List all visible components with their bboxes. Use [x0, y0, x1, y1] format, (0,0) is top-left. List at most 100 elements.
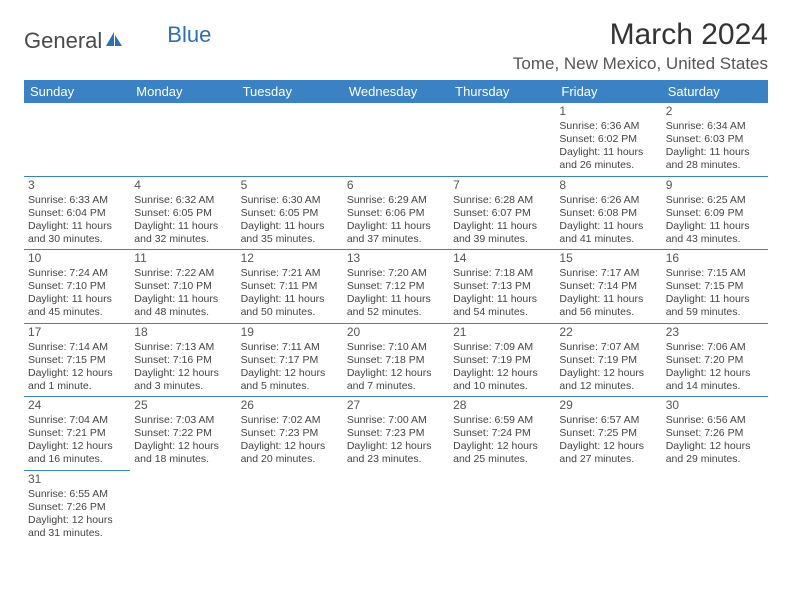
sunset: Sunset: 6:09 PM — [666, 207, 764, 220]
day-cell: 17Sunrise: 7:14 AMSunset: 7:15 PMDayligh… — [24, 323, 130, 397]
logo-text-2: Blue — [167, 22, 211, 48]
day-number: 22 — [559, 325, 657, 340]
day-cell: 26Sunrise: 7:02 AMSunset: 7:23 PMDayligh… — [237, 397, 343, 471]
daylight: Daylight: 12 hours and 31 minutes. — [28, 514, 126, 540]
day-cell: 22Sunrise: 7:07 AMSunset: 7:19 PMDayligh… — [555, 323, 661, 397]
day-cell: 9Sunrise: 6:25 AMSunset: 6:09 PMDaylight… — [662, 176, 768, 250]
sunrise: Sunrise: 6:25 AM — [666, 194, 764, 207]
sunrise: Sunrise: 7:09 AM — [453, 341, 551, 354]
sunrise: Sunrise: 6:34 AM — [666, 120, 764, 133]
daylight: Daylight: 11 hours and 48 minutes. — [134, 293, 232, 319]
day-cell: 14Sunrise: 7:18 AMSunset: 7:13 PMDayligh… — [449, 250, 555, 324]
day-number: 21 — [453, 325, 551, 340]
daylight: Daylight: 11 hours and 45 minutes. — [28, 293, 126, 319]
day-cell: 7Sunrise: 6:28 AMSunset: 6:07 PMDaylight… — [449, 176, 555, 250]
sunset: Sunset: 7:23 PM — [347, 427, 445, 440]
day-cell: 15Sunrise: 7:17 AMSunset: 7:14 PMDayligh… — [555, 250, 661, 324]
daylight: Daylight: 11 hours and 59 minutes. — [666, 293, 764, 319]
sunset: Sunset: 6:05 PM — [134, 207, 232, 220]
day-cell: 20Sunrise: 7:10 AMSunset: 7:18 PMDayligh… — [343, 323, 449, 397]
sunrise: Sunrise: 7:11 AM — [241, 341, 339, 354]
day-cell: 10Sunrise: 7:24 AMSunset: 7:10 PMDayligh… — [24, 250, 130, 324]
day-cell: 8Sunrise: 6:26 AMSunset: 6:08 PMDaylight… — [555, 176, 661, 250]
daylight: Daylight: 12 hours and 23 minutes. — [347, 440, 445, 466]
week-row: 17Sunrise: 7:14 AMSunset: 7:15 PMDayligh… — [24, 323, 768, 397]
sunset: Sunset: 7:26 PM — [28, 501, 126, 514]
day-cell: 24Sunrise: 7:04 AMSunset: 7:21 PMDayligh… — [24, 397, 130, 471]
day-number: 6 — [347, 178, 445, 193]
sunrise: Sunrise: 6:29 AM — [347, 194, 445, 207]
sunrise: Sunrise: 7:04 AM — [28, 414, 126, 427]
sunset: Sunset: 7:10 PM — [28, 280, 126, 293]
day-header: Wednesday — [343, 80, 449, 103]
day-cell — [130, 470, 236, 543]
sunset: Sunset: 6:07 PM — [453, 207, 551, 220]
day-cell: 28Sunrise: 6:59 AMSunset: 7:24 PMDayligh… — [449, 397, 555, 471]
day-number: 27 — [347, 398, 445, 413]
daylight: Daylight: 11 hours and 52 minutes. — [347, 293, 445, 319]
week-row: 3Sunrise: 6:33 AMSunset: 6:04 PMDaylight… — [24, 176, 768, 250]
day-number: 13 — [347, 251, 445, 266]
daylight: Daylight: 11 hours and 43 minutes. — [666, 220, 764, 246]
daylight: Daylight: 12 hours and 20 minutes. — [241, 440, 339, 466]
day-number: 1 — [559, 104, 657, 119]
day-cell — [449, 103, 555, 176]
daylight: Daylight: 12 hours and 5 minutes. — [241, 367, 339, 393]
sunrise: Sunrise: 6:32 AM — [134, 194, 232, 207]
sunset: Sunset: 7:19 PM — [559, 354, 657, 367]
day-cell — [555, 470, 661, 543]
sunrise: Sunrise: 7:20 AM — [347, 267, 445, 280]
daylight: Daylight: 12 hours and 3 minutes. — [134, 367, 232, 393]
sunset: Sunset: 6:02 PM — [559, 133, 657, 146]
day-cell: 6Sunrise: 6:29 AMSunset: 6:06 PMDaylight… — [343, 176, 449, 250]
sunrise: Sunrise: 7:15 AM — [666, 267, 764, 280]
sunset: Sunset: 6:06 PM — [347, 207, 445, 220]
day-number: 25 — [134, 398, 232, 413]
sunrise: Sunrise: 7:00 AM — [347, 414, 445, 427]
day-number: 15 — [559, 251, 657, 266]
week-row: 1Sunrise: 6:36 AMSunset: 6:02 PMDaylight… — [24, 103, 768, 176]
sunrise: Sunrise: 6:28 AM — [453, 194, 551, 207]
daylight: Daylight: 12 hours and 18 minutes. — [134, 440, 232, 466]
sunrise: Sunrise: 6:56 AM — [666, 414, 764, 427]
day-number: 30 — [666, 398, 764, 413]
day-cell: 5Sunrise: 6:30 AMSunset: 6:05 PMDaylight… — [237, 176, 343, 250]
day-number: 23 — [666, 325, 764, 340]
day-number: 20 — [347, 325, 445, 340]
day-cell: 3Sunrise: 6:33 AMSunset: 6:04 PMDaylight… — [24, 176, 130, 250]
daylight: Daylight: 12 hours and 7 minutes. — [347, 367, 445, 393]
day-header: Friday — [555, 80, 661, 103]
daylight: Daylight: 12 hours and 16 minutes. — [28, 440, 126, 466]
day-cell — [237, 103, 343, 176]
daylight: Daylight: 11 hours and 37 minutes. — [347, 220, 445, 246]
sail-icon — [104, 28, 124, 54]
daylight: Daylight: 11 hours and 56 minutes. — [559, 293, 657, 319]
week-row: 10Sunrise: 7:24 AMSunset: 7:10 PMDayligh… — [24, 250, 768, 324]
day-cell: 18Sunrise: 7:13 AMSunset: 7:16 PMDayligh… — [130, 323, 236, 397]
day-number: 26 — [241, 398, 339, 413]
calendar: SundayMondayTuesdayWednesdayThursdayFrid… — [24, 80, 768, 543]
day-header: Thursday — [449, 80, 555, 103]
sunrise: Sunrise: 6:26 AM — [559, 194, 657, 207]
logo-text-1: General — [24, 28, 102, 54]
sunset: Sunset: 6:08 PM — [559, 207, 657, 220]
day-cell — [449, 470, 555, 543]
day-header: Sunday — [24, 80, 130, 103]
daylight: Daylight: 12 hours and 10 minutes. — [453, 367, 551, 393]
day-number: 19 — [241, 325, 339, 340]
day-number: 11 — [134, 251, 232, 266]
sunrise: Sunrise: 7:13 AM — [134, 341, 232, 354]
daylight: Daylight: 12 hours and 25 minutes. — [453, 440, 551, 466]
logo: GeneralBlue — [24, 28, 211, 54]
daylight: Daylight: 11 hours and 50 minutes. — [241, 293, 339, 319]
sunset: Sunset: 7:19 PM — [453, 354, 551, 367]
day-cell: 31Sunrise: 6:55 AMSunset: 7:26 PMDayligh… — [24, 470, 130, 543]
sunset: Sunset: 7:15 PM — [28, 354, 126, 367]
week-row: 24Sunrise: 7:04 AMSunset: 7:21 PMDayligh… — [24, 397, 768, 471]
day-cell: 2Sunrise: 6:34 AMSunset: 6:03 PMDaylight… — [662, 103, 768, 176]
day-cell: 13Sunrise: 7:20 AMSunset: 7:12 PMDayligh… — [343, 250, 449, 324]
day-cell — [662, 470, 768, 543]
daylight: Daylight: 12 hours and 29 minutes. — [666, 440, 764, 466]
sunset: Sunset: 7:20 PM — [666, 354, 764, 367]
sunset: Sunset: 7:15 PM — [666, 280, 764, 293]
